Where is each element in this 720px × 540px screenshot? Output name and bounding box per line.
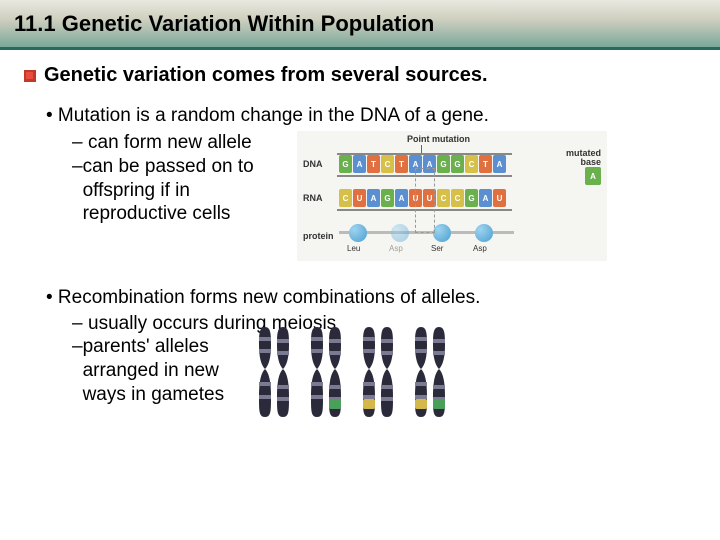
bullet-icon (24, 70, 36, 82)
chromatid (327, 327, 343, 417)
chromatid (413, 327, 429, 417)
rna-base: A (367, 189, 380, 207)
slide-header: 11.1 Genetic Variation Within Population (0, 0, 720, 50)
chromatid (379, 327, 395, 417)
chromatid (361, 327, 377, 417)
dna-base: G (437, 155, 450, 173)
dna-base: T (395, 155, 408, 173)
chromosome-pair (309, 327, 343, 417)
rna-base: U (493, 189, 506, 207)
dna-base: G (451, 155, 464, 173)
header-title: 11.1 Genetic Variation Within Population (14, 11, 434, 37)
rna-base: U (353, 189, 366, 207)
amino-acid: Ser (433, 224, 451, 242)
dna-base: C (465, 155, 478, 173)
section1-main: • Mutation is a random change in the DNA… (46, 105, 696, 127)
amino-acid: Asp (391, 224, 409, 242)
rna-label: RNA (303, 193, 323, 203)
rna-base: A (479, 189, 492, 207)
section2-sub-text: –parents' alleles arranged in new ways i… (72, 335, 257, 406)
chromosome-diagram (257, 327, 447, 417)
mutation-highlight-box (415, 168, 435, 233)
chromosome-pair (257, 327, 291, 417)
mutated-label: mutatedbase (566, 149, 601, 167)
dna-base: A (353, 155, 366, 173)
dna-label: DNA (303, 159, 323, 169)
rna-base: G (465, 189, 478, 207)
dna-base: T (367, 155, 380, 173)
section2-sub-row: –parents' alleles arranged in new ways i… (72, 335, 696, 417)
rna-base: C (339, 189, 352, 207)
dna-base: A (493, 155, 506, 173)
chromatid (275, 327, 291, 417)
rna-base: C (451, 189, 464, 207)
chromatid (431, 327, 447, 417)
dna-base: G (339, 155, 352, 173)
subtitle-text: Genetic variation comes from several sou… (44, 64, 488, 87)
section1-sub-row: –can form new allele –can be passed on t… (72, 131, 696, 261)
chromosome-pair (413, 327, 447, 417)
amino-acid: Leu (349, 224, 367, 242)
section1-sub2: can be passed on to offspring if in repr… (83, 155, 297, 226)
chromatid (309, 327, 325, 417)
amino-acid: Asp (475, 224, 493, 242)
point-mutation-diagram: Point mutation DNA GATCTAAGGCTA RNA CUAG… (297, 131, 607, 261)
section1-sub1: can form new allele (88, 132, 252, 153)
section2-main: • Recombination forms new combinations o… (46, 287, 696, 309)
rna-base: G (381, 189, 394, 207)
rna-base: A (395, 189, 408, 207)
subtitle-row: Genetic variation comes from several sou… (24, 64, 696, 87)
rna-base: C (437, 189, 450, 207)
slide-content: Genetic variation comes from several sou… (0, 50, 720, 431)
section1-sub-text: –can form new allele –can be passed on t… (72, 131, 297, 226)
dna-base: C (381, 155, 394, 173)
section2-sub2: parents' alleles arranged in new ways in… (83, 335, 257, 406)
diagram-title: Point mutation (407, 134, 470, 144)
dna-backbone-top (337, 153, 512, 155)
mutated-base: A (585, 167, 601, 185)
protein-label: protein (303, 231, 334, 241)
section2: • Recombination forms new combinations o… (24, 287, 696, 417)
chromatid (257, 327, 273, 417)
chromosome-pair (361, 327, 395, 417)
dna-base: T (479, 155, 492, 173)
